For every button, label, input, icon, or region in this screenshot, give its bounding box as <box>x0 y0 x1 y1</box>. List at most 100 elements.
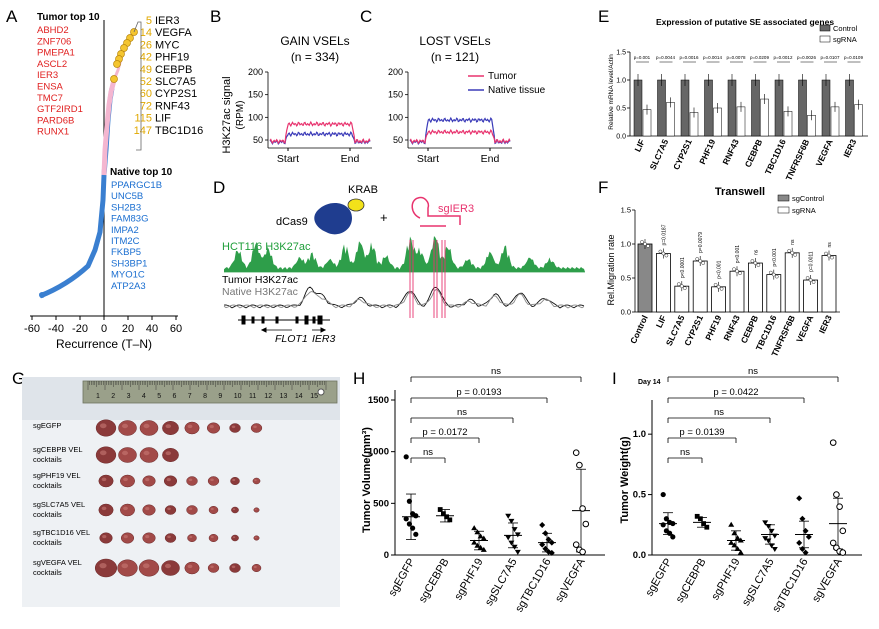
tumor-highlight <box>231 425 236 429</box>
rank-gene: SLC7A5 <box>155 76 196 88</box>
tumor-highlight <box>254 479 257 482</box>
data-point <box>444 514 449 520</box>
sig-label: p = 0.0139 <box>679 427 724 438</box>
tumor-sample <box>231 534 239 542</box>
rank-number: 115 <box>134 113 152 125</box>
tumor-sample <box>99 532 113 544</box>
plus-sign: + <box>380 210 388 225</box>
row-label: sgCEBPB VEL <box>33 445 83 454</box>
dcas9-shape <box>314 203 352 235</box>
rank-number: 60 <box>140 88 152 100</box>
tumor-sample <box>186 476 198 486</box>
row-label: sgVEGFA VEL <box>33 558 82 567</box>
y-tick-label: 500 <box>373 498 389 509</box>
data-point <box>403 516 409 522</box>
data-point <box>799 515 806 522</box>
sgrna-shape <box>411 196 461 225</box>
data-point <box>660 522 666 528</box>
tumor-highlight <box>142 563 150 569</box>
data-point <box>768 543 775 549</box>
panel-f: Transwell Rel.Migration rate 1.5 1.0 0.5 0.… <box>606 186 840 358</box>
tumor-sample <box>98 474 114 488</box>
panel-d: KRAB dCas9 + sgIER3 HCT116 H3K27ac Tumor… <box>222 184 585 345</box>
p-value: p=0.0079 <box>698 232 704 253</box>
ruler-number: 6 <box>173 393 177 400</box>
y-tick-label: 50 <box>253 135 263 145</box>
category-label: sgSLC7A5 <box>740 557 777 609</box>
native-gene: PPARGC1B <box>111 180 162 191</box>
y-tick-label: 200 <box>248 67 263 77</box>
row-label: sgPHF19 VEL <box>33 471 81 480</box>
p-value: ns <box>753 249 759 255</box>
data-point <box>830 255 834 260</box>
x-axis-title: Recurrence (T–N) <box>56 337 152 351</box>
tumor-sample <box>229 563 241 573</box>
row-label: sgEGFP <box>33 421 61 430</box>
tumor-highlight <box>123 535 128 539</box>
bar-sgrna <box>666 102 675 137</box>
curve-end-point <box>39 292 45 298</box>
data-point <box>701 261 706 265</box>
bar-control <box>704 79 713 137</box>
tumor-sample <box>208 534 219 542</box>
tumor-gene: ASCL2 <box>37 59 67 70</box>
sgrna-target-lines <box>409 240 446 318</box>
rank-number: 49 <box>140 64 152 76</box>
data-point <box>731 530 738 536</box>
highlighted-points <box>110 28 138 83</box>
tumor-gene: GTF2IRD1 <box>37 104 83 115</box>
category-label: LIF <box>654 314 668 330</box>
data-point <box>505 535 512 541</box>
data-point <box>683 286 687 290</box>
tumor-highlight <box>232 536 236 539</box>
sig-label: ns <box>748 366 758 377</box>
tumor-sample <box>95 419 117 437</box>
tumor-sample <box>163 475 178 487</box>
ruler-number: 1 <box>96 393 100 400</box>
tumor-highlight <box>143 450 150 456</box>
category-label: sgVEGFA <box>810 556 845 604</box>
p-value: p=0.0016 <box>680 55 699 60</box>
data-point <box>839 527 847 535</box>
p-value: p=0.0078 <box>727 55 746 60</box>
tumor-highlight <box>99 423 107 429</box>
panel-i-day: Day 14 <box>638 379 661 386</box>
data-point <box>548 549 555 556</box>
native-gene: UNC5B <box>111 191 143 202</box>
data-point <box>661 251 666 256</box>
gene-flot1-label: FLOT1 <box>275 333 308 345</box>
rank-gene: CEBPB <box>155 64 192 76</box>
tumor-highlight <box>99 562 107 569</box>
data-point <box>437 507 443 512</box>
category-label: LIF <box>632 138 646 154</box>
ruler-number: 14 <box>295 393 303 400</box>
sig-label: ns <box>491 366 501 377</box>
category-label: SLC7A5 <box>647 137 670 171</box>
x-tick-label: -60 <box>24 323 40 335</box>
sig-label: p = 0.0193 <box>456 387 501 398</box>
tumor-highlight <box>188 478 193 482</box>
tumor-gene: TMC7 <box>37 93 63 104</box>
y-tick-label: 1000 <box>368 447 389 458</box>
native-gene: SH2B3 <box>111 202 141 213</box>
bar-control <box>727 79 737 137</box>
p-value: p<0.001 <box>735 245 741 263</box>
native-gene: SH3BP1 <box>111 258 147 269</box>
data-point <box>572 541 580 548</box>
data-point <box>771 546 778 552</box>
rank-gene: VEGFA <box>155 27 192 39</box>
tumor-highlight <box>101 477 107 482</box>
panel-f-title: Transwell <box>715 186 765 198</box>
data-point <box>480 535 487 541</box>
sig-label: p = 0.0172 <box>422 427 467 438</box>
ruler-number: 10 <box>234 393 242 400</box>
y-tick-label: 0.0 <box>633 550 646 561</box>
panel-letter-i: I <box>612 369 617 388</box>
data-point <box>477 544 484 550</box>
native-top-title: Native top 10 <box>110 167 173 178</box>
x-tick-label: 40 <box>146 323 158 335</box>
data-point <box>716 285 721 289</box>
category-label: IER3 <box>817 313 834 335</box>
